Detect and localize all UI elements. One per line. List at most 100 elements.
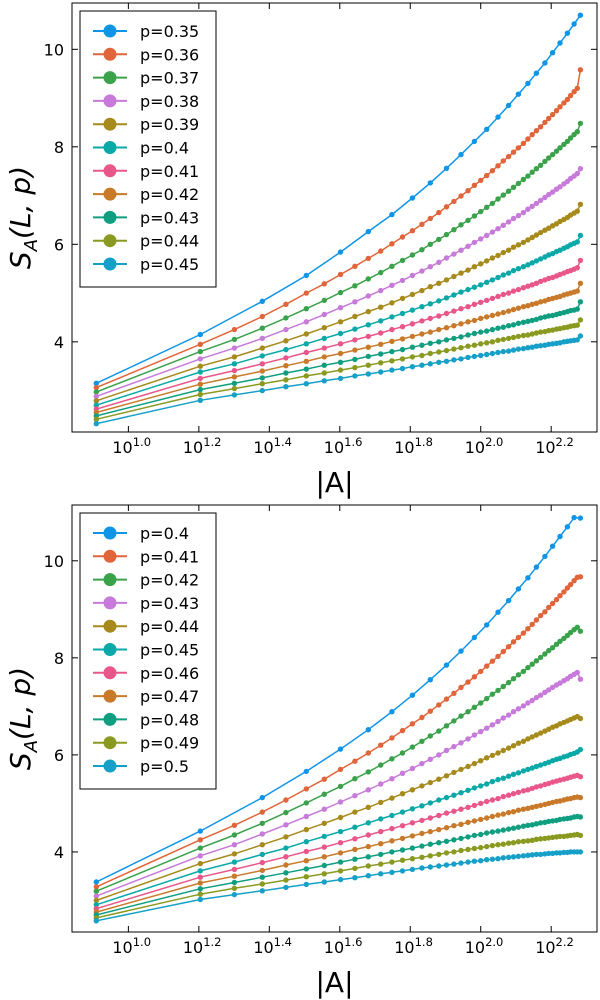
data-point <box>577 166 584 172</box>
data-point <box>399 310 406 317</box>
data-point <box>443 347 450 354</box>
data-point <box>465 859 471 865</box>
data-point <box>515 672 522 678</box>
data-point <box>577 814 584 820</box>
data-point <box>451 690 457 696</box>
data-point <box>436 313 442 319</box>
data-point <box>283 315 289 321</box>
data-point <box>564 96 571 103</box>
data-point <box>419 318 425 324</box>
data-point <box>378 360 384 366</box>
data-point <box>352 326 358 332</box>
data-point <box>303 366 309 372</box>
data-point <box>564 524 571 530</box>
series-p=0.44 <box>93 713 584 904</box>
data-point <box>443 810 450 816</box>
data-point <box>542 194 548 201</box>
data-point <box>505 153 512 160</box>
data-point <box>478 800 484 807</box>
data-point <box>427 756 433 762</box>
data-point <box>471 284 478 290</box>
series-p=0.45 <box>93 746 584 908</box>
data-point <box>500 841 506 847</box>
legend-marker <box>103 759 117 773</box>
data-point <box>471 704 478 710</box>
series-line <box>96 283 582 414</box>
legend-label: p=0.5 <box>140 757 189 776</box>
series-p=0.36 <box>93 67 584 391</box>
y-tick-label: 6 <box>54 235 64 254</box>
data-point <box>197 845 203 851</box>
data-point <box>577 832 584 839</box>
data-point <box>500 793 506 800</box>
data-point <box>484 695 490 702</box>
data-point <box>465 846 471 853</box>
data-point <box>427 800 433 806</box>
chart-panel-1: 101.0 101.2 101.4 101.6 101.8 102.0 102.2 4 6 8 10… <box>4 2 598 499</box>
data-point <box>451 837 457 843</box>
data-point <box>419 865 425 871</box>
data-point <box>389 326 395 333</box>
data-point <box>515 320 522 326</box>
x-tick-label: 101.4 <box>253 935 292 957</box>
legend-label: p=0.43 <box>140 208 199 227</box>
data-point <box>365 353 371 360</box>
data-point <box>500 291 506 298</box>
data-point <box>427 215 433 222</box>
data-point <box>574 669 580 676</box>
data-point <box>500 192 506 198</box>
data-point <box>378 304 384 310</box>
data-point <box>436 349 442 355</box>
axes-frame <box>71 2 598 433</box>
data-point <box>478 236 484 242</box>
data-point <box>500 648 506 655</box>
data-point <box>451 335 457 342</box>
data-point <box>259 888 265 894</box>
data-point <box>465 332 471 338</box>
data-point <box>409 195 416 201</box>
data-point <box>510 347 517 353</box>
data-point <box>529 785 535 792</box>
data-point <box>259 859 265 866</box>
data-point <box>471 818 478 824</box>
data-point <box>478 728 484 735</box>
data-point <box>337 828 344 835</box>
data-point <box>443 231 450 238</box>
legend-item: p=0.35 <box>93 22 199 41</box>
data-point <box>505 219 512 225</box>
data-point <box>537 762 544 768</box>
data-point <box>484 843 490 850</box>
data-point <box>574 288 580 294</box>
data-point <box>533 694 540 701</box>
legend-item: p=0.36 <box>93 45 199 64</box>
data-point <box>577 774 584 780</box>
data-point <box>484 328 490 334</box>
data-point <box>436 851 442 858</box>
data-point <box>283 355 289 361</box>
data-point <box>557 593 563 599</box>
data-point <box>533 732 540 738</box>
legend-item: p=0.47 <box>93 687 199 706</box>
data-point <box>419 830 425 837</box>
data-point <box>495 687 501 694</box>
data-point <box>409 364 416 370</box>
data-point <box>337 850 344 856</box>
data-point <box>549 111 556 118</box>
data-point <box>520 838 527 844</box>
data-point <box>352 846 358 853</box>
data-point <box>489 255 496 261</box>
data-point <box>283 845 289 851</box>
data-point <box>93 384 100 391</box>
data-point <box>525 303 531 309</box>
data-point <box>537 315 544 321</box>
data-point <box>259 368 265 374</box>
data-point <box>510 149 517 155</box>
data-point <box>577 120 584 127</box>
data-point <box>489 813 496 820</box>
data-point <box>337 271 344 278</box>
data-point <box>409 744 416 750</box>
data-point <box>489 339 496 345</box>
data-point <box>321 311 327 318</box>
data-point <box>533 851 540 858</box>
data-point <box>537 783 544 789</box>
